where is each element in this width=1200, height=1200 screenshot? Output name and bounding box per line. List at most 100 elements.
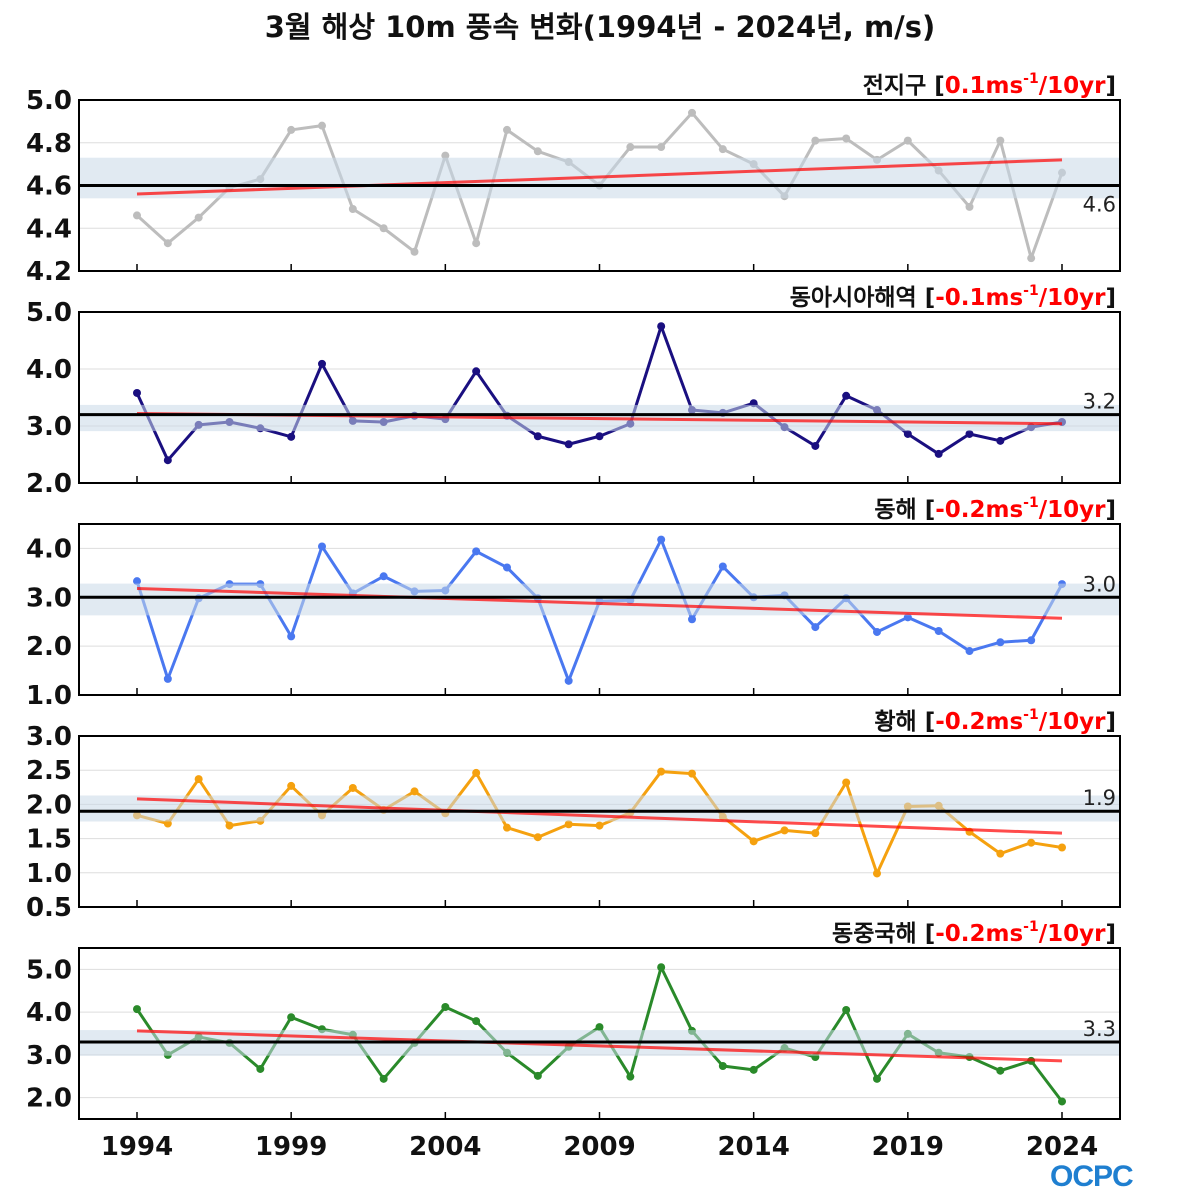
data-point — [873, 869, 881, 878]
chart-title: 3월 해상 10m 풍속 변화(1994년 - 2024년, m/s) — [264, 10, 936, 44]
x-tick-label: 1999 — [255, 1132, 327, 1162]
trend-exponent: -1 — [1023, 919, 1039, 935]
data-point — [318, 542, 326, 551]
data-point — [564, 820, 573, 829]
region-name: 황해 — [874, 709, 924, 735]
data-point — [996, 436, 1005, 445]
data-point — [842, 391, 851, 400]
data-point — [472, 1017, 481, 1026]
y-tick-label: 0.5 — [26, 893, 72, 923]
x-tick-label: 2019 — [872, 1132, 944, 1162]
trend-line — [136, 586, 1063, 620]
data-point — [133, 388, 141, 397]
y-tick-label: 1.0 — [26, 859, 72, 889]
panel-title: 동해 [-0.2ms-1/10yr] — [874, 495, 1116, 523]
bracket: [ — [925, 497, 936, 523]
trend-value: 0.1ms — [945, 73, 1023, 99]
panel-0: 4.2 4.4 4.6 4.8 5.0 4.6 전지구 [0.1ms-1/10yr] — [26, 71, 1121, 287]
y-tick-label: 2.0 — [26, 1084, 72, 1114]
data-point — [842, 1005, 851, 1014]
data-point — [595, 432, 604, 441]
data-point — [657, 767, 666, 776]
trend-line — [136, 158, 1063, 196]
data-point — [287, 125, 296, 134]
panel-title: 동중국해 [-0.2ms-1/10yr] — [832, 919, 1116, 947]
data-point — [749, 1065, 758, 1074]
data-point — [903, 136, 912, 145]
data-point — [903, 429, 912, 438]
data-point — [410, 247, 419, 256]
y-tick-label: 4.6 — [26, 172, 72, 202]
data-point — [256, 1064, 265, 1073]
bracket: ] — [1105, 497, 1116, 523]
data-point — [533, 1071, 542, 1080]
trend-unit: /10yr — [1039, 73, 1106, 99]
data-point — [133, 1005, 141, 1014]
data-point — [657, 322, 666, 331]
data-point — [379, 224, 388, 233]
trend-exponent: -1 — [1023, 707, 1039, 723]
data-point — [688, 108, 696, 117]
data-point — [873, 627, 881, 636]
y-tick-label: 4.4 — [26, 214, 72, 244]
data-point — [718, 145, 727, 154]
data-point — [564, 440, 573, 449]
data-point — [379, 572, 388, 581]
bracket: ] — [1105, 73, 1116, 99]
bracket: [ — [925, 709, 936, 735]
data-point — [503, 125, 511, 134]
data-point — [1058, 1097, 1066, 1106]
data-point — [287, 432, 296, 441]
data-point — [133, 211, 141, 220]
region-name: 전지구 — [863, 73, 935, 99]
region-name: 동아시아해역 — [790, 285, 925, 311]
data-point — [1027, 838, 1036, 847]
data-point — [873, 1074, 881, 1083]
mean-label: 4.6 — [1083, 193, 1116, 217]
data-point — [441, 1002, 450, 1011]
data-point — [287, 632, 296, 641]
y-tick-label: 2.0 — [26, 632, 72, 662]
trend-value: -0.2ms — [935, 921, 1023, 947]
x-tick-label: 1994 — [101, 1132, 173, 1162]
x-tick-label: 2009 — [563, 1132, 635, 1162]
data-point — [749, 837, 758, 846]
y-tick-label: 3.0 — [26, 722, 72, 752]
y-tick-label: 2.5 — [26, 756, 72, 786]
trend-exponent: -1 — [1023, 71, 1039, 87]
data-point — [194, 213, 203, 222]
data-point — [194, 775, 203, 784]
data-point — [564, 676, 573, 685]
y-tick-label: 4.0 — [26, 998, 72, 1028]
data-point — [533, 147, 542, 156]
data-point — [1027, 636, 1036, 645]
panel-title: 동아시아해역 [-0.1ms-1/10yr] — [790, 283, 1116, 311]
panel-title: 전지구 [0.1ms-1/10yr] — [863, 71, 1116, 99]
ocpc-logo: OCPC — [1050, 1160, 1134, 1193]
trend-line — [136, 1029, 1063, 1063]
bracket: ] — [1105, 709, 1116, 735]
x-tick-label: 2014 — [717, 1132, 789, 1162]
mean-label: 3.3 — [1083, 1017, 1116, 1041]
data-point — [718, 1061, 727, 1070]
y-tick-label: 5.0 — [26, 298, 72, 328]
data-point — [163, 674, 172, 683]
data-point — [780, 826, 789, 835]
data-point — [965, 202, 974, 211]
data-point — [163, 456, 172, 465]
panel-2: 1.0 2.0 3.0 4.0 3.0 동해 [-0.2ms-1/10yr] — [26, 495, 1121, 711]
y-tick-label: 4.0 — [26, 355, 72, 385]
trend-line — [136, 797, 1063, 835]
y-tick-label: 4.0 — [26, 534, 72, 564]
mean-label: 1.9 — [1083, 786, 1116, 810]
data-point — [657, 963, 666, 972]
data-point — [503, 563, 511, 572]
data-point — [472, 768, 481, 777]
data-point — [657, 535, 666, 544]
data-point — [657, 143, 666, 152]
mean-label: 3.2 — [1083, 390, 1116, 414]
trend-unit: /10yr — [1039, 709, 1106, 735]
bracket: ] — [1105, 921, 1116, 947]
region-name: 동중국해 — [832, 921, 925, 947]
